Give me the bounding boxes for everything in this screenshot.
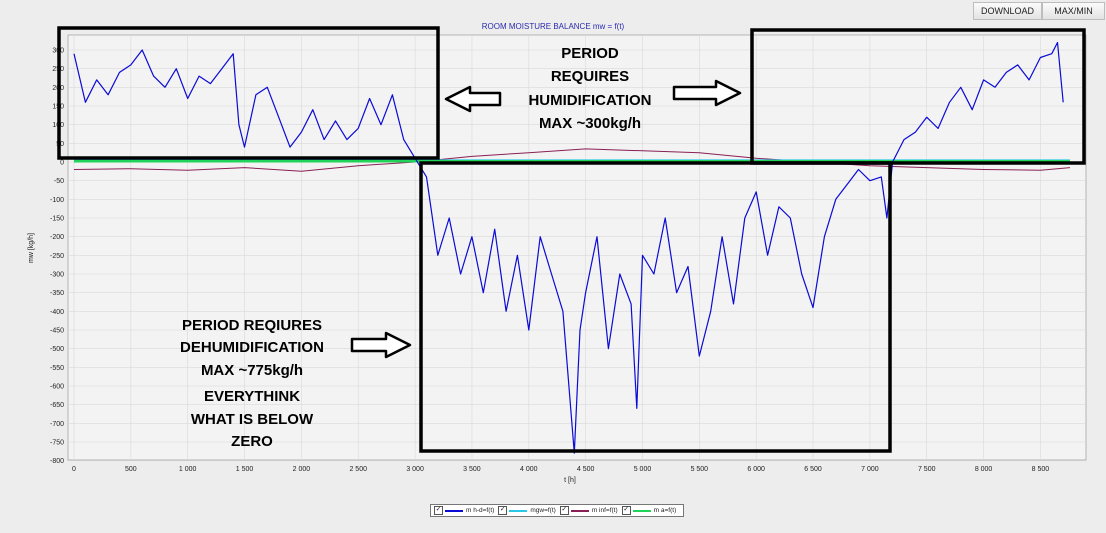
- series-line-2: [73, 148, 1071, 172]
- legend-item-mgw[interactable]: ✓ mgw=f(t): [498, 506, 556, 515]
- legend-item-mhd[interactable]: ✓ m h-d=f(t): [434, 506, 494, 515]
- humidification-box-left: [57, 26, 440, 160]
- legend-swatch: [509, 509, 528, 512]
- legend-swatch: [445, 509, 463, 512]
- checkbox-checked-icon[interactable]: ✓: [559, 506, 569, 515]
- x-tick-label: 5 500: [691, 466, 709, 473]
- y-tick-label: -750: [50, 440, 64, 447]
- x-axis-label: t [h]: [564, 477, 576, 484]
- x-tick-label: 1 500: [236, 466, 254, 473]
- checkbox-checked-icon[interactable]: ✓: [434, 506, 443, 515]
- maxmin-button[interactable]: MAX/MIN: [1042, 2, 1105, 20]
- y-tick-label: 0: [60, 160, 64, 167]
- x-tick-label: 5 000: [634, 466, 652, 473]
- x-tick-label: 4 500: [577, 466, 595, 473]
- y-tick-label: -450: [50, 328, 64, 335]
- x-tick-label: 8 500: [1032, 466, 1050, 473]
- arrow-left-icon: [444, 85, 502, 113]
- x-tick-label: 8 000: [975, 466, 993, 473]
- annotation-humid-line: PERIOD: [561, 45, 619, 62]
- y-tick-label: -550: [50, 365, 64, 372]
- y-tick-label: -650: [50, 402, 64, 409]
- annotation-humid-line: HUMIDIFICATION: [528, 92, 651, 109]
- legend-item-ma[interactable]: ✓ m a=f(t): [621, 506, 677, 515]
- legend-label: mgw=f(t): [530, 507, 556, 514]
- humidification-box-right: [750, 28, 1086, 165]
- annotation-dehumid-line: MAX ~775kg/h: [201, 362, 303, 379]
- y-tick-label: -400: [50, 309, 64, 316]
- legend-label: m a=f(t): [653, 507, 677, 514]
- dehumidification-box: [419, 161, 892, 453]
- annotation-dehumid-line: PERIOD REQIURES: [182, 317, 322, 334]
- annotation-dehumid-line: ZERO: [231, 433, 273, 450]
- x-tick-label: 0: [72, 466, 76, 473]
- y-axis: 300250200150100500-50-100-150-200-250-30…: [50, 48, 64, 466]
- y-tick-label: -800: [50, 458, 64, 465]
- legend-label: m h-d=f(t): [466, 507, 495, 514]
- y-tick-label: -350: [50, 290, 64, 297]
- y-tick-label: -150: [50, 216, 64, 223]
- x-tick-label: 2 000: [293, 466, 311, 473]
- x-tick-label: 6 500: [804, 466, 822, 473]
- x-tick-label: 3 000: [406, 466, 424, 473]
- y-tick-label: -200: [50, 234, 64, 241]
- x-tick-label: 3 500: [463, 466, 481, 473]
- annotation-dehumid-line: EVERYTHINK: [204, 388, 300, 405]
- x-tick-label: 4 000: [520, 466, 538, 473]
- x-tick-label: 7 000: [861, 466, 879, 473]
- download-button[interactable]: DOWNLOAD: [973, 2, 1042, 20]
- legend-item-minf[interactable]: ✓ m inf=f(t): [559, 506, 618, 515]
- y-tick-label: -50: [54, 178, 64, 185]
- annotation-dehumid-line: DEHUMIDIFICATION: [180, 339, 324, 356]
- checkbox-checked-icon[interactable]: ✓: [621, 506, 631, 515]
- y-tick-label: -700: [50, 421, 64, 428]
- series-line-0: [73, 41, 1064, 454]
- x-tick-label: 2 500: [349, 466, 367, 473]
- x-tick-label: 1 000: [179, 466, 197, 473]
- y-tick-label: -300: [50, 272, 64, 279]
- legend-label: m inf=f(t): [591, 507, 618, 514]
- y-tick-label: -250: [50, 253, 64, 260]
- arrow-right-icon: [672, 79, 742, 107]
- legend-swatch: [632, 509, 651, 512]
- x-tick-label: 7 500: [918, 466, 936, 473]
- annotation-dehumid-line: WHAT IS BELOW: [191, 411, 314, 428]
- annotation-humid-line: MAX ~300kg/h: [539, 115, 641, 132]
- legend-swatch: [570, 509, 589, 512]
- legend: ✓ m h-d=f(t) ✓ mgw=f(t) ✓ m inf=f(t) ✓ m…: [430, 504, 685, 517]
- annotation-humid-line: REQUIRES: [551, 68, 629, 85]
- x-tick-label: 6 000: [747, 466, 765, 473]
- y-tick-label: -500: [50, 346, 64, 353]
- y-axis-label: mw [kg/h]: [28, 233, 35, 263]
- x-axis: 0 500 1 000 1 500 2 000 2 500 3 000 3 500 4 000 4…: [72, 466, 1049, 473]
- x-tick-label: 500: [125, 466, 137, 473]
- chart-title: ROOM MOISTURE BALANCE mw = f(t): [481, 22, 625, 31]
- y-tick-label: -100: [50, 197, 64, 204]
- y-tick-label: -600: [50, 384, 64, 391]
- arrow-right-icon: [350, 331, 412, 359]
- checkbox-checked-icon[interactable]: ✓: [498, 506, 508, 515]
